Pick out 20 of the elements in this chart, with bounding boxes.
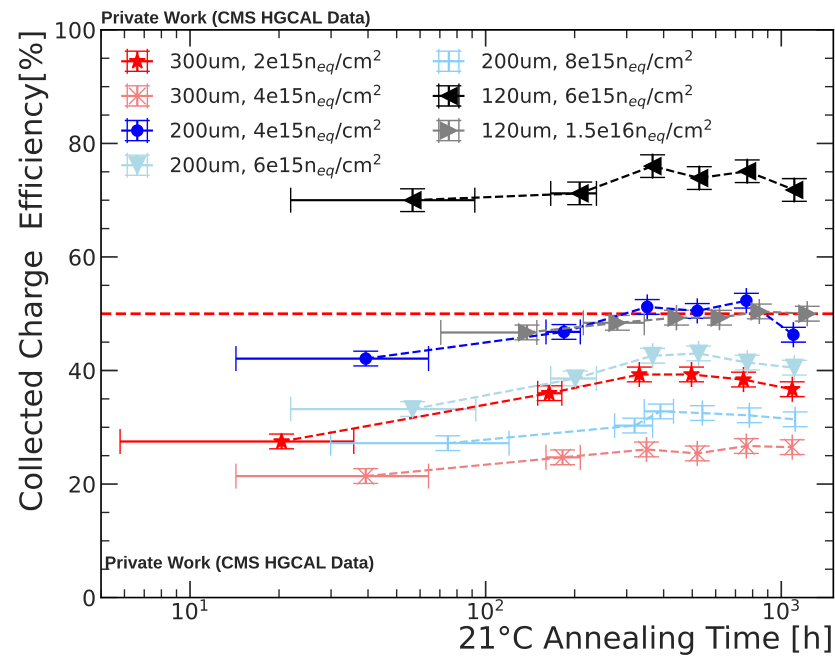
x-tick-label: 10$^{2}$ <box>468 599 503 620</box>
annotation: Private Work (CMS HGCAL Data) <box>106 556 374 572</box>
legend-label: 300um, 2e15n$_{eq}$/cm$^{2}$ <box>171 50 380 74</box>
legend-label: 200um, 4e15n$_{eq}$/cm$^{2}$ <box>170 119 380 144</box>
legend-label: 120um, 6e15n$_{eq}$/cm$^{2}$ <box>483 84 692 110</box>
legend-label: 200um, 8e15n$_{eq}$/cm$^{2}$ <box>482 50 692 74</box>
y-tick-label: 80 <box>69 135 95 152</box>
y-tick-label: 60 <box>69 248 95 266</box>
y-axis-title: Collected Charge Efficiency[%] <box>18 32 48 510</box>
x-axis-title: 21°C Annealing Time [h] <box>460 625 831 655</box>
legend-label: 300um, 4e15n$_{eq}$/cm$^{2}$ <box>171 84 380 110</box>
legend-label: 200um, 6e15n$_{eq}$/cm$^{2}$ <box>170 154 380 178</box>
x-tick-label: 10$^{1}$ <box>172 599 208 620</box>
text: Private Work (CMS HGCAL Data) <box>102 10 370 28</box>
y-tick-label: 20 <box>70 476 95 493</box>
x-tick-label: 10$^{3}$ <box>764 599 799 620</box>
y-tick-label: 0 <box>84 590 95 606</box>
legend-label: 120um, 1.5e16n$_{eq}$/cm$^{2}$ <box>483 119 712 144</box>
y-tick-label: 100 <box>56 22 95 39</box>
y-tick-label: 40 <box>68 362 95 380</box>
